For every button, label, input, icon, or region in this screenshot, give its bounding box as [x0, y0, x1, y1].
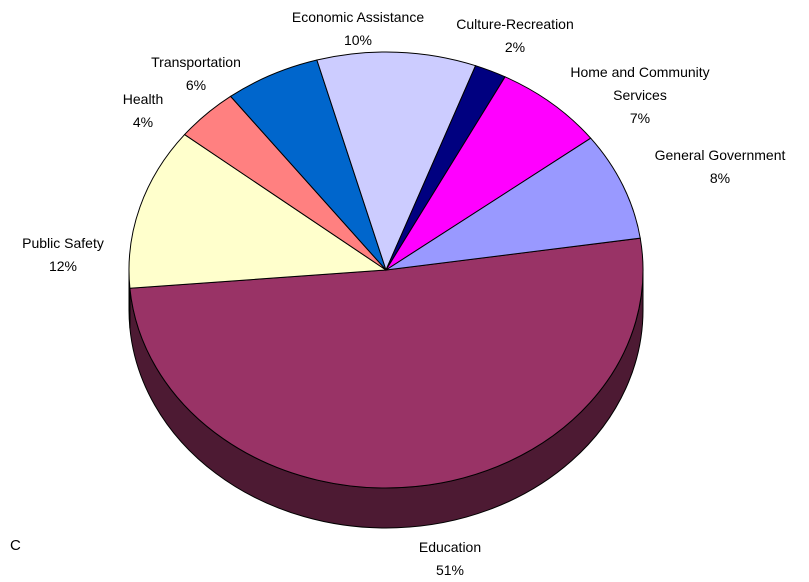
slice-label: Education 51% [419, 536, 481, 582]
slice-label: Home and Community Services 7% [565, 61, 715, 130]
value-label: 4% [132, 114, 154, 130]
slice [385, 76, 592, 271]
category-label: Education [418, 539, 482, 555]
value-label: 12% [48, 258, 78, 274]
slice-label: Transportation 6% [151, 51, 241, 97]
value-label: 7% [629, 110, 651, 126]
value-label: 6% [185, 77, 207, 93]
category-label: Economic Assistance [291, 9, 425, 25]
slice-label: Culture-Recreation 2% [456, 13, 574, 59]
value-label: 8% [709, 170, 731, 186]
slice [385, 137, 641, 271]
value-label: 2% [504, 39, 526, 55]
category-label: Public Safety [22, 235, 104, 251]
value-label: 10% [343, 32, 373, 48]
annotation: C [10, 537, 21, 554]
category-label: General Government [654, 147, 786, 163]
slice [128, 133, 388, 289]
slice [316, 51, 477, 272]
category-label: Home and Community Services [570, 64, 710, 103]
category-label: Culture-Recreation [456, 16, 574, 32]
slice [129, 237, 644, 489]
category-label: Transportation [151, 54, 241, 70]
slice-label: Health 4% [123, 88, 163, 134]
slice-label: Economic Assistance 10% [292, 6, 424, 52]
slice-label: Public Safety 12% [22, 232, 104, 278]
category-label: Health [122, 91, 164, 107]
slice-label: General Government 8% [655, 144, 786, 190]
value-label: 51% [435, 562, 465, 578]
